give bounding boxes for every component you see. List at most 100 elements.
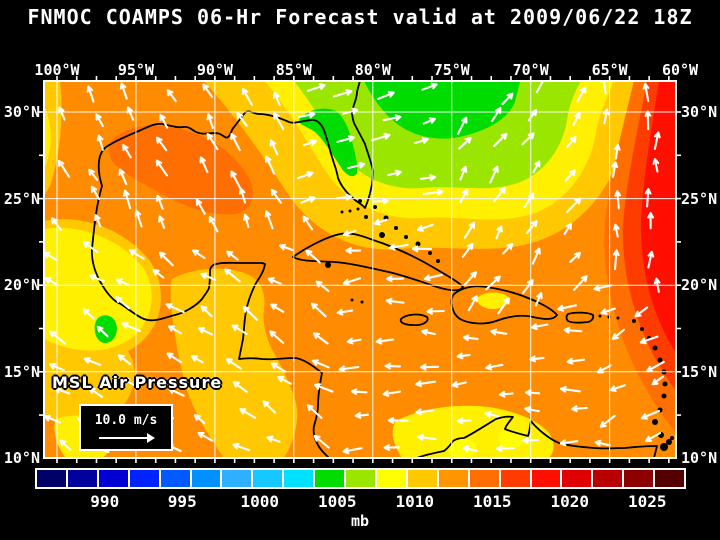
lat-label: 20°N <box>681 276 718 295</box>
island-dot <box>640 327 644 331</box>
wind-vector-arrow <box>347 161 366 170</box>
lon-label: 95°W <box>117 61 154 79</box>
colorbar-cell <box>438 470 468 487</box>
wind-vector-arrow <box>491 107 502 123</box>
pressure-region-mexico-green-blob <box>94 315 117 343</box>
wind-vector-arrow <box>493 132 508 148</box>
wind-vector-arrow <box>634 306 649 318</box>
lat-label: 15°N <box>3 362 40 381</box>
wind-vector-arrow <box>371 197 389 205</box>
map-area <box>39 76 681 463</box>
wind-vector-arrow <box>225 358 243 370</box>
wind-vector-arrow <box>272 91 281 107</box>
wind-vector-arrow <box>609 384 626 392</box>
wind-vector-arrow <box>386 275 405 283</box>
wind-vector-arrow <box>462 334 479 342</box>
wind-vector-arrow <box>82 308 95 320</box>
wind-vector-arrow <box>572 112 581 127</box>
wind-vector-arrow <box>611 161 619 178</box>
wind-vector-arrow <box>224 268 241 283</box>
wind-vector-arrow <box>192 249 206 260</box>
wind-vector-arrow <box>57 159 71 178</box>
colorbar-cell <box>191 470 221 487</box>
wind-vector-arrow <box>646 360 665 373</box>
island-dot <box>394 226 398 230</box>
wind-vector-arrow <box>119 82 128 100</box>
wind-vector-arrow <box>121 322 142 333</box>
wind-vector-arrow <box>305 249 321 264</box>
pressure-region-mexico-yellow-mid <box>44 227 152 351</box>
wind-vector-arrow <box>152 268 165 279</box>
wind-vector-arrow <box>115 296 131 310</box>
wind-vector-arrow <box>231 324 248 336</box>
wind-vector-arrow <box>83 357 102 367</box>
coastline-us-gulf-and-florida-coast <box>97 81 374 209</box>
island-dot <box>348 209 352 213</box>
wind-vector-arrow <box>238 187 247 204</box>
wind-vector-arrow <box>566 135 577 148</box>
wind-vector-arrow <box>521 132 535 146</box>
wind-vector-arrow <box>90 185 101 200</box>
island-dot <box>657 357 663 363</box>
colorbar-tick-label: 1015 <box>472 492 512 511</box>
wind-vector-arrow <box>421 328 436 336</box>
wind-vector-arrow <box>464 271 478 286</box>
wind-vector-arrow <box>270 188 282 204</box>
wind-vector-arrow <box>456 352 471 360</box>
wind-vector-arrow <box>270 362 287 373</box>
wind-vector-arrow <box>296 171 314 180</box>
colorbar-cell <box>67 470 97 487</box>
wind-vector-arrow <box>270 303 285 313</box>
pressure-region-venezuela-bright-yellow-1 <box>447 438 477 458</box>
wind-vector-arrow <box>166 352 182 364</box>
lat-label: 30°N <box>3 103 40 121</box>
wind-vector-arrow <box>653 131 661 150</box>
wind-vector-arrow <box>564 169 576 182</box>
lat-label: 15°N <box>681 362 718 381</box>
lon-label: 75°W <box>433 61 470 79</box>
wind-vector-arrow <box>502 243 514 255</box>
wind-vector-arrow <box>485 275 501 291</box>
wind-vector-arrow <box>495 225 503 240</box>
wind-vector-arrow <box>336 308 354 316</box>
wind-vector-arrow <box>485 363 504 371</box>
wind-vector-arrow <box>489 165 499 184</box>
wind-vector-arrow <box>311 359 330 369</box>
wind-vector-arrow <box>310 302 327 318</box>
wind-vector-arrow <box>644 188 652 208</box>
pressure-region-green-low-core <box>364 81 520 139</box>
wind-vector-arrow <box>385 297 405 305</box>
island-dot <box>428 251 432 255</box>
pressure-region-hispaniola-yellow <box>477 292 509 309</box>
page-title: FNMOC COAMPS 06-Hr Forecast valid at 200… <box>27 5 693 29</box>
wind-vector-arrow <box>315 280 330 293</box>
wind-vector-arrow <box>158 215 166 229</box>
wind-vector-arrow <box>501 92 514 106</box>
wind-vector-arrow <box>594 439 611 447</box>
colorbar-tick-label: 1020 <box>550 492 590 511</box>
wind-vector-arrow <box>529 355 545 363</box>
wind-vector-arrow <box>640 409 661 420</box>
lat-label: 25°N <box>681 189 718 208</box>
wind-vector-arrow <box>264 155 276 175</box>
lon-label: 85°W <box>275 61 312 79</box>
wind-vector-arrow <box>332 89 353 98</box>
wind-vector-arrow <box>166 89 177 103</box>
wind-vector-arrow <box>571 405 588 413</box>
pressure-region-texas-yellow-lens <box>44 106 51 169</box>
island-dot <box>350 298 354 302</box>
wind-vector-arrow <box>456 116 468 136</box>
wind-vector-arrow <box>557 304 577 312</box>
wind-vector-arrow <box>96 134 104 151</box>
coastline-hispaniola-outline <box>450 285 558 325</box>
island-dot <box>325 262 331 268</box>
wind-vector-arrow <box>134 209 143 228</box>
colorbar-cell <box>531 470 561 487</box>
lat-label: 10°N <box>681 449 718 468</box>
wind-vector-arrow <box>426 307 445 315</box>
wind-vector-arrow <box>523 192 535 208</box>
colorbar-cell <box>222 470 252 487</box>
wind-vector-arrow <box>242 213 250 229</box>
wind-vector-arrow <box>191 355 204 364</box>
